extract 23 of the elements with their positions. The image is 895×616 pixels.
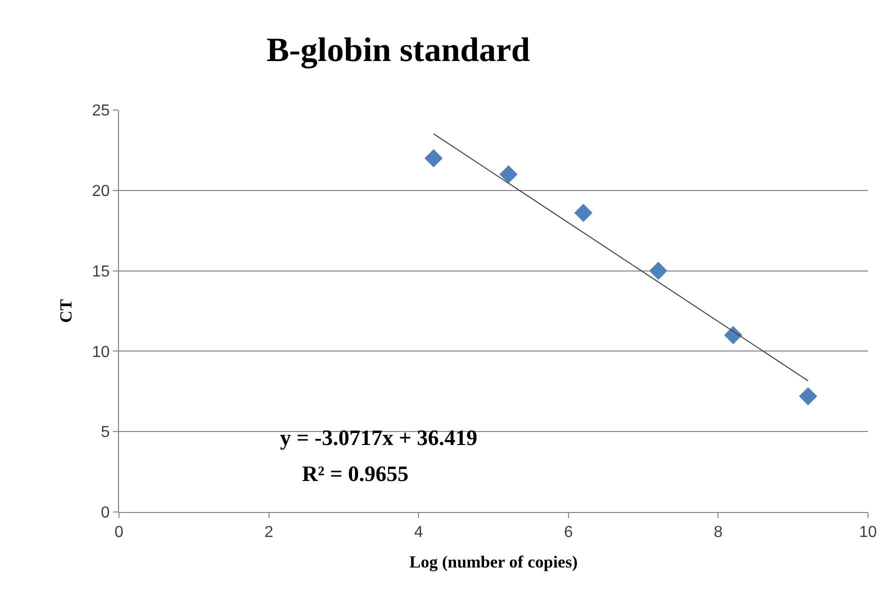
y-tick-label: 25	[92, 102, 110, 120]
x-tick-label: 4	[414, 524, 424, 542]
point	[724, 326, 742, 344]
x-axis-title: Log (number of copies)	[409, 552, 578, 572]
x-tick-label: 2	[264, 524, 274, 542]
chart-title: B-globin standard	[266, 32, 530, 70]
x-tick-label: 6	[564, 524, 573, 542]
x-tick-label: 0	[114, 524, 124, 542]
x-tick-label: 8	[714, 524, 723, 542]
point	[424, 149, 443, 168]
y-tick-label: 15	[92, 263, 110, 280]
point	[649, 262, 668, 280]
x-tick-label: 10	[859, 524, 877, 542]
point	[798, 387, 818, 406]
y-tick-label: 5	[100, 424, 110, 442]
annotation: y = -3.0717x + 36.419	[280, 425, 478, 450]
annotation: R² = 0.9655	[302, 461, 409, 486]
y-axis-title: CT	[56, 298, 76, 323]
y-tick-label: 20	[92, 183, 110, 200]
point	[499, 165, 518, 184]
y-tick-label: 10	[92, 344, 110, 361]
y-tick-label: 0	[100, 504, 110, 522]
point	[574, 204, 592, 222]
